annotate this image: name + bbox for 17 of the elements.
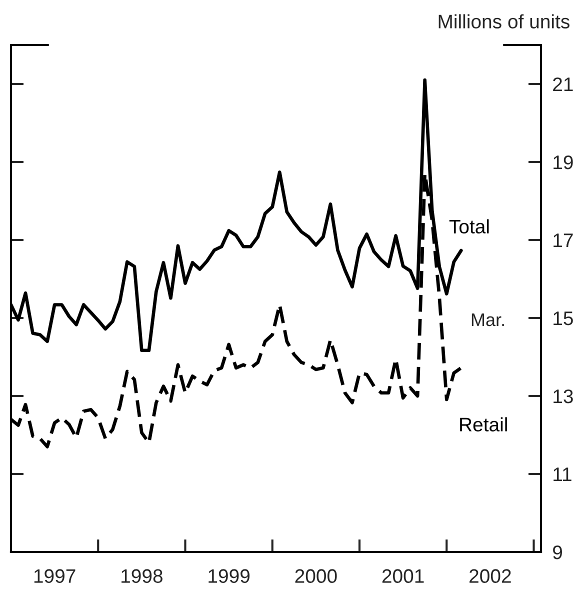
y-tick-label: 19: [554, 155, 573, 170]
y-axis-title: Millions of units: [438, 14, 570, 28]
annotation: Mar.: [472, 314, 504, 326]
x-tick-label: 2001: [382, 569, 424, 583]
y-tick-label: 15: [554, 312, 573, 326]
x-tick-label: 1998: [122, 569, 162, 583]
y-tick-label: 13: [554, 389, 573, 404]
y-tick-label: 9: [553, 545, 562, 560]
y-tick-label: 17: [554, 234, 573, 248]
y-tick-label: 11: [554, 468, 572, 482]
x-tick-label: 2002: [470, 569, 511, 583]
x-tick-label: 1997: [34, 569, 76, 583]
series-label: Retail: [460, 417, 507, 432]
x-tick-label: 1999: [208, 569, 250, 583]
y-tick-label: 21: [553, 77, 573, 92]
series-label: Total: [449, 219, 489, 234]
x-tick-label: 2000: [295, 569, 337, 583]
